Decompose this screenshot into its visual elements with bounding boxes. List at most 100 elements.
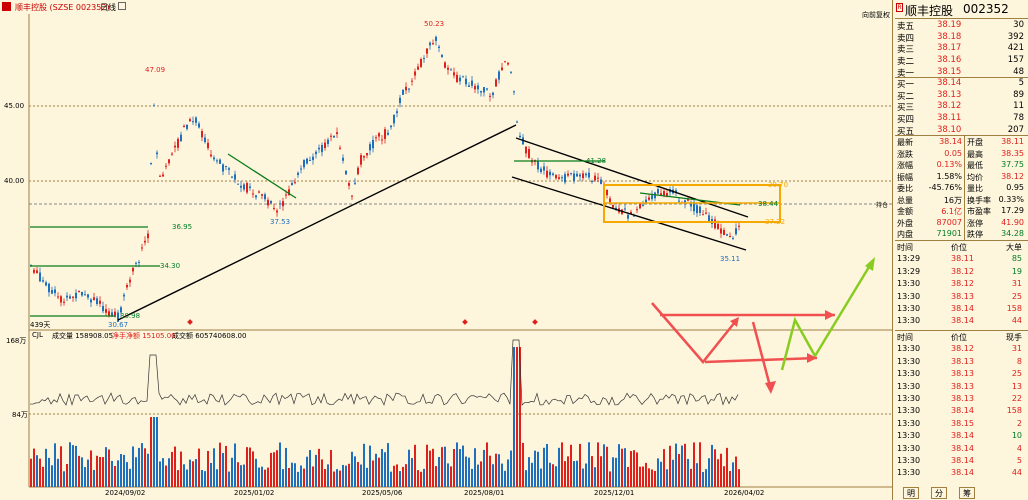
tick-row[interactable]: 13:30 38.14 44: [895, 316, 1028, 328]
volume-bar: [198, 448, 200, 487]
volume-bar: [225, 445, 227, 487]
volume-bar: [606, 446, 608, 487]
volume-bar: [405, 464, 407, 487]
volume-bar: [312, 466, 314, 487]
candle-body: [111, 312, 113, 317]
tick-row[interactable]: 13:30 38.12 31: [895, 344, 1028, 356]
tick-row[interactable]: 13:30 38.14 158: [895, 406, 1028, 418]
bid-vol: 78: [1013, 113, 1024, 124]
volume-bar: [249, 447, 251, 487]
volume-bar: [156, 417, 158, 487]
ask-row[interactable]: 卖三 38.17 421: [895, 43, 1028, 55]
bid-row[interactable]: 买三 38.12 11: [895, 101, 1028, 113]
tick-row[interactable]: 13:30 38.14 10: [895, 431, 1028, 443]
volume-bar: [690, 468, 692, 487]
candle-body: [105, 309, 107, 313]
volume-bar: [351, 451, 353, 487]
volume-bar: [300, 465, 302, 487]
candle-body: [408, 88, 410, 90]
volume-bar: [291, 462, 293, 487]
bid-row[interactable]: 买五 38.10 207: [895, 125, 1028, 137]
tick-row[interactable]: 13:29 38.11 85: [895, 254, 1028, 266]
candle-body: [216, 160, 218, 162]
tick-row[interactable]: 13:30 38.13 25: [895, 292, 1028, 304]
tick-row[interactable]: 13:30 38.14 4: [895, 444, 1028, 456]
tab-price[interactable]: 分价: [931, 487, 947, 499]
volume-bar: [441, 447, 443, 487]
tick-row[interactable]: 13:30 38.14 5: [895, 456, 1028, 468]
volume-bar: [48, 457, 50, 487]
ask-label: 卖二: [897, 57, 915, 68]
volume-bar: [483, 449, 485, 487]
tick-row[interactable]: 13:30 38.15 2: [895, 419, 1028, 431]
volume-bar: [42, 466, 44, 487]
volume-bar: [108, 449, 110, 487]
candle-body: [270, 200, 272, 204]
annot-low1: 30.67: [108, 321, 129, 329]
volume-bar: [378, 457, 380, 487]
tick-row[interactable]: 13:29 38.12 19: [895, 267, 1028, 279]
candle-body: [360, 155, 362, 165]
ask-row[interactable]: 卖四 38.18 392: [895, 32, 1028, 44]
candle-body: [588, 172, 590, 178]
volume-bar: [165, 465, 167, 487]
stat-row: 内盘 71901 跌停 34.28: [895, 229, 1028, 241]
bid-row[interactable]: 买一 38.14 5: [895, 78, 1028, 90]
volume-bar: [663, 449, 665, 487]
indicator-name[interactable]: CJL: [32, 331, 43, 339]
candle-body: [699, 206, 701, 213]
close-icon[interactable]: [118, 2, 126, 10]
tick-row[interactable]: 13:30 38.14 158: [895, 304, 1028, 316]
chart-area[interactable]: 顺丰控股 (SZSE 002352) 日线 向前复权: [0, 0, 893, 500]
tick-row[interactable]: 13:30 38.13 22: [895, 394, 1028, 406]
volume-bar: [543, 447, 545, 487]
tick-row[interactable]: 13:30 38.13 25: [895, 369, 1028, 381]
ask-row[interactable]: 卖二 38.16 157: [895, 55, 1028, 67]
period-label[interactable]: 日线: [100, 3, 116, 12]
bid-label: 买五: [897, 126, 915, 137]
volume-bar: [81, 457, 83, 487]
volume-bar: [708, 458, 710, 487]
date-label-2: 2025/01/02: [234, 489, 275, 497]
volume-bar: [336, 469, 338, 487]
candle-body: [384, 129, 386, 139]
bid-row[interactable]: 买四 38.11 78: [895, 113, 1028, 125]
volume-bar: [471, 468, 473, 487]
candle-body: [231, 176, 233, 178]
menu-icon[interactable]: [2, 2, 11, 11]
volume-bar: [99, 457, 101, 487]
tab-detail[interactable]: 明细: [903, 487, 919, 499]
volume-bar: [678, 454, 680, 487]
candle-body: [465, 78, 467, 85]
candle-body: [642, 204, 644, 206]
volume-bar: [330, 449, 332, 487]
tick-col-time: 时间: [897, 243, 913, 252]
tab-chips[interactable]: 筹码: [959, 487, 975, 499]
volume-bar: [426, 444, 428, 487]
candle-body: [594, 175, 596, 181]
tick-row[interactable]: 13:30 38.12 31: [895, 279, 1028, 291]
ask-row[interactable]: 卖五 38.19 30: [895, 20, 1028, 32]
bid-label: 买二: [897, 91, 915, 102]
tick-row[interactable]: 13:30 38.14 44: [895, 468, 1028, 480]
volume-bar: [252, 451, 254, 487]
tick-row[interactable]: 13:30 38.13 13: [895, 382, 1028, 394]
stat-label: 涨停: [967, 218, 983, 228]
volume-bar: [183, 464, 185, 487]
tick-row[interactable]: 13:30 38.13 8: [895, 357, 1028, 369]
adjust-label[interactable]: 向前复权: [862, 11, 890, 19]
green-arrows: [780, 261, 874, 371]
bid-price: 38.10: [937, 124, 962, 135]
ask-row[interactable]: 卖一 38.15 48: [895, 67, 1028, 79]
kline-chart[interactable]: [0, 0, 893, 500]
candle-body: [597, 177, 599, 179]
tick-vol: 25: [1011, 369, 1022, 379]
volume-bar: [75, 445, 77, 487]
annot-days: 439天: [30, 321, 51, 329]
tick-price: 38.14: [951, 456, 974, 465]
bid-row[interactable]: 买二 38.13 89: [895, 90, 1028, 102]
tick-price: 38.14: [951, 443, 974, 453]
volume-bar: [465, 456, 467, 487]
candle-body: [639, 203, 641, 209]
volume-bar: [453, 449, 455, 487]
